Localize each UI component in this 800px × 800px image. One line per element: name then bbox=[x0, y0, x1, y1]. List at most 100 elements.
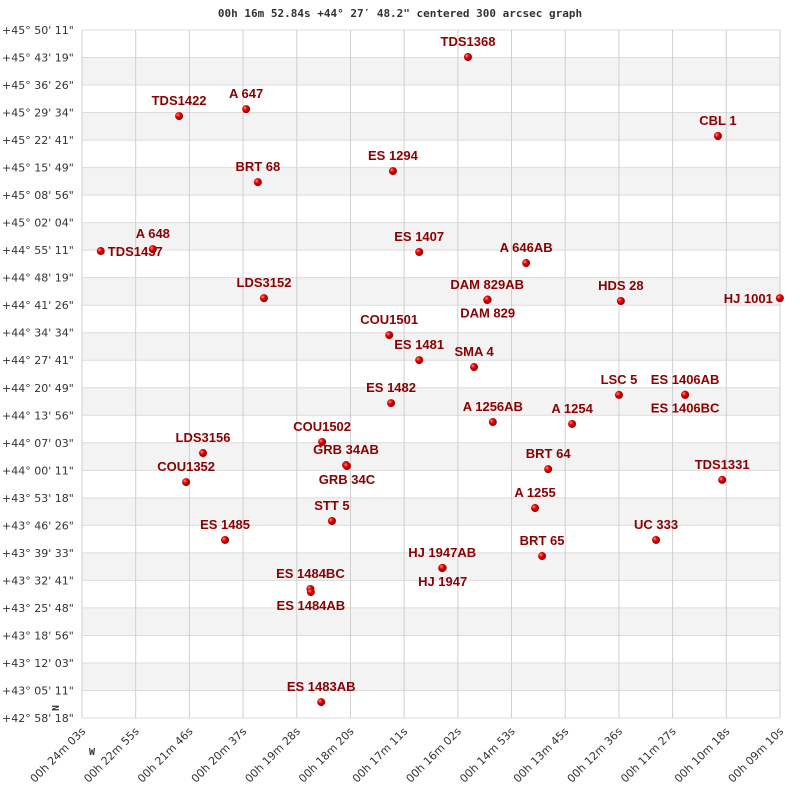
star-label: HJ 1947AB bbox=[408, 545, 476, 560]
star-marker bbox=[242, 105, 251, 114]
star-point: LDS3156 bbox=[176, 430, 231, 458]
star-label: ES 1485 bbox=[200, 517, 250, 532]
gridlines bbox=[81, 29, 781, 719]
star-label: A 1254 bbox=[551, 401, 593, 416]
x-tick-label: 00h 18m 20s bbox=[296, 725, 357, 786]
star-point: BRT 65 bbox=[520, 533, 565, 561]
star-marker bbox=[318, 437, 327, 446]
star-label: BRT 68 bbox=[235, 159, 280, 174]
star-label: STT 5 bbox=[314, 498, 349, 513]
star-label: GRB 34AB bbox=[313, 442, 379, 457]
star-marker bbox=[681, 390, 690, 399]
star-marker bbox=[182, 478, 191, 487]
star-point: A 647 bbox=[229, 86, 263, 114]
star-point: HDS 28 bbox=[598, 278, 644, 306]
star-marker bbox=[96, 247, 105, 256]
star-point: BRT 64 bbox=[526, 446, 572, 474]
compass-west: W bbox=[89, 747, 96, 758]
star-label: ES 1481 bbox=[394, 337, 444, 352]
y-tick-label: +43° 05' 11" bbox=[2, 684, 74, 697]
star-point: COU1501 bbox=[360, 312, 418, 340]
star-point: A 1254 bbox=[551, 401, 594, 428]
star-point: LDS3152 bbox=[237, 275, 292, 303]
star-point: A 648 bbox=[136, 226, 170, 254]
y-tick-label: +43° 32' 41" bbox=[2, 574, 74, 587]
star-label: LDS3156 bbox=[176, 430, 231, 445]
star-marker bbox=[531, 504, 540, 513]
y-axis-ticks: +45° 50' 11" +45° 43' 19" +45° 36' 26" +45°… bbox=[2, 24, 74, 725]
star-label: SMA 4 bbox=[454, 344, 494, 359]
star-point: TDS1368 bbox=[441, 34, 496, 61]
star-point: COU1502 bbox=[293, 419, 351, 446]
star-point: LSC 5 bbox=[601, 372, 638, 399]
star-point: A 1255 bbox=[514, 485, 556, 513]
star-point: ES 1484AB bbox=[277, 588, 345, 613]
star-marker bbox=[306, 588, 315, 597]
star-point: A 1256AB bbox=[463, 399, 523, 427]
star-marker bbox=[544, 465, 553, 474]
star-label: LSC 5 bbox=[601, 372, 638, 387]
row-band bbox=[82, 222, 780, 251]
y-tick-label: +43° 25' 48" bbox=[2, 602, 74, 615]
x-tick-label: 00h 11m 27s bbox=[618, 725, 679, 786]
row-band bbox=[82, 497, 780, 526]
star-point: DAM 829 bbox=[460, 295, 515, 321]
y-tick-label: +45° 29' 34" bbox=[2, 107, 74, 120]
y-tick-label: +44° 48' 19" bbox=[2, 272, 74, 285]
star-label: ES 1294 bbox=[368, 148, 419, 163]
y-tick-label: +44° 34' 34" bbox=[2, 327, 74, 340]
x-tick-label: 00h 12m 36s bbox=[565, 725, 626, 786]
row-band bbox=[82, 662, 780, 691]
row-band bbox=[82, 112, 780, 141]
star-marker bbox=[415, 356, 424, 365]
row-band bbox=[82, 442, 780, 471]
star-label: ES 1407 bbox=[394, 229, 444, 244]
star-point: ES 1407 bbox=[394, 229, 444, 257]
star-label: TDS1368 bbox=[441, 34, 496, 49]
star-label: ES 1484BC bbox=[276, 566, 345, 581]
star-label: BRT 65 bbox=[520, 533, 565, 548]
stars: TDS1368 TDS1422 A 647 CBL 1 BRT 68 ES 1294 TDS… bbox=[96, 34, 784, 707]
star-marker bbox=[614, 390, 623, 399]
x-tick-label: 00h 21m 46s bbox=[135, 725, 196, 786]
star-marker bbox=[568, 419, 577, 428]
star-label: HJ 1947 bbox=[418, 574, 467, 589]
chart-title: 00h 16m 52.84s +44° 27′ 48.2" centered 3… bbox=[218, 7, 582, 20]
star-point: HJ 1947 bbox=[418, 563, 467, 589]
star-label: BRT 64 bbox=[526, 446, 572, 461]
star-marker bbox=[221, 535, 230, 544]
star-point: TDS1422 bbox=[152, 93, 207, 121]
star-label: TDS1422 bbox=[152, 93, 207, 108]
y-tick-label: +43° 12' 03" bbox=[2, 657, 74, 670]
star-point: TDS1437 bbox=[96, 244, 163, 259]
star-label: LDS3152 bbox=[237, 275, 292, 290]
star-label: A 648 bbox=[136, 226, 170, 241]
star-point: STT 5 bbox=[314, 498, 350, 525]
star-point: TDS1331 bbox=[695, 457, 750, 484]
star-marker bbox=[470, 363, 479, 372]
star-marker bbox=[259, 294, 268, 303]
star-marker bbox=[438, 563, 447, 572]
star-marker bbox=[616, 297, 625, 306]
star-label: HDS 28 bbox=[598, 278, 644, 293]
y-tick-label: +44° 41' 26" bbox=[2, 299, 74, 312]
star-marker bbox=[718, 475, 727, 484]
star-marker bbox=[522, 259, 531, 268]
star-marker bbox=[198, 449, 207, 458]
star-label: A 646AB bbox=[500, 240, 553, 255]
star-marker bbox=[415, 248, 424, 257]
y-tick-label: +44° 20' 49" bbox=[2, 382, 74, 395]
star-label: COU1352 bbox=[157, 459, 215, 474]
plot-area bbox=[82, 30, 780, 718]
star-marker bbox=[488, 418, 497, 427]
star-point: ES 1482 bbox=[366, 380, 416, 408]
star-point: HJ 1001 bbox=[724, 291, 784, 306]
star-point: ES 1485 bbox=[200, 517, 250, 544]
star-label: COU1502 bbox=[293, 419, 351, 434]
star-label: A 1255 bbox=[514, 485, 555, 500]
y-tick-label: +45° 36' 26" bbox=[2, 79, 74, 92]
y-tick-label: +44° 00' 11" bbox=[2, 464, 74, 477]
x-tick-label: 00h 14m 53s bbox=[457, 725, 518, 786]
y-tick-label: +43° 39' 33" bbox=[2, 547, 74, 560]
